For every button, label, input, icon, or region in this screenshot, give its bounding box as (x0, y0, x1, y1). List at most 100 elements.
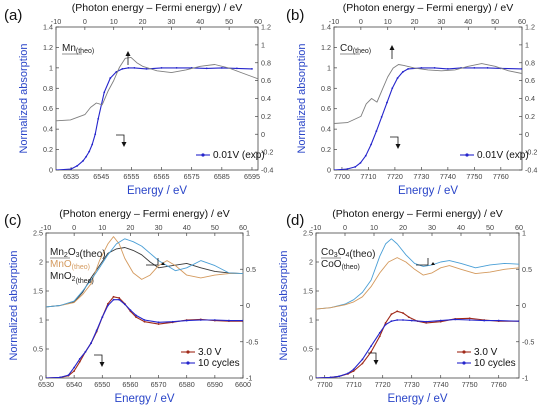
theo-label-part: 3 (334, 252, 338, 259)
left-tick-label: 0.2 (321, 145, 331, 154)
data-point (160, 66, 163, 69)
right-tick-label: 0 (525, 130, 529, 139)
data-point (88, 150, 91, 153)
theo-label-part: MnO (50, 259, 72, 270)
right-tick-label: -0.2 (261, 148, 273, 157)
theo-label-part: 4 (345, 252, 349, 259)
data-point (347, 372, 349, 375)
data-point (73, 370, 76, 372)
bottom-tick-label: 7750 (462, 380, 478, 389)
bottom-tick-label: 7720 (375, 380, 391, 389)
data-point (370, 351, 372, 353)
top-tick-label: 30 (437, 17, 445, 26)
top-tick-label: 0 (83, 17, 87, 26)
bottom-tick-label: 6540 (66, 380, 82, 389)
theo-label-part: (theo) (76, 48, 94, 55)
bottom-tick-label: 6600 (235, 380, 251, 389)
left-tick-label: 1.2 (43, 43, 53, 52)
bottom-tick-label: 7730 (413, 172, 429, 181)
data-point (145, 67, 148, 70)
bottom-tick-label: 7750 (466, 172, 482, 181)
data-point (375, 130, 378, 133)
left-tick-label: 0.6 (43, 104, 53, 113)
top-tick-label: 50 (491, 17, 499, 26)
bottom-tick-label: 6580 (179, 380, 195, 389)
series-group (334, 63, 522, 170)
top-axis-title: (Photon energy – Fermi energy) / eV (332, 208, 502, 220)
left-tick-label: 1.5 (303, 287, 313, 296)
top-tick-label: 20 (399, 223, 407, 232)
x-axis-label: Energy / eV (114, 393, 174, 405)
data-point (473, 66, 476, 69)
theo-label-part: (theo) (342, 264, 360, 271)
data-point (235, 67, 238, 70)
data-point (94, 133, 97, 136)
theo-label-part: Mn (62, 43, 76, 54)
data-point (497, 319, 500, 322)
data-point (199, 319, 202, 321)
data-point (70, 168, 72, 170)
data-point (446, 67, 449, 70)
data-point (56, 169, 57, 170)
series-line (316, 257, 519, 310)
right-tick-label: -0.4 (525, 166, 537, 175)
legend-marker (462, 350, 466, 354)
right-tick-label: 1 (522, 229, 526, 238)
panel-c: (c) (Photon energy – Fermi energy) / eV 65… (4, 208, 258, 405)
top-axis-title: (Photon energy – Fermi energy) / eV (59, 208, 229, 220)
left-tick-label: 0.4 (43, 125, 53, 134)
data-point (425, 320, 428, 323)
theo-label-part: Mn (50, 247, 64, 258)
y-axis-label: Normalized absorption (18, 43, 30, 153)
right-tick-label: 0.6 (525, 76, 535, 85)
theo-label-part: Co (340, 43, 353, 54)
top-tick-label: 40 (464, 17, 472, 26)
data-point (115, 71, 118, 73)
right-tick-label: 0 (522, 301, 526, 310)
series-line (334, 63, 522, 124)
data-point (354, 166, 357, 168)
bottom-tick-label: 6550 (94, 380, 110, 389)
data-point (521, 67, 522, 70)
right-tick-label: 1 (246, 229, 250, 238)
data-point (118, 297, 121, 299)
arrow-shaft (390, 136, 399, 147)
data-point (143, 319, 146, 321)
x-axis-label: Energy / eV (398, 185, 458, 197)
theo-label-part: (theo) (76, 278, 94, 285)
left-tick-label: 2.5 (33, 229, 43, 238)
legend-label: 3.0 V (198, 347, 222, 358)
theo-label: Mn2O3(theo) (50, 247, 106, 260)
bottom-tick-label: 6530 (38, 380, 54, 389)
data-point (468, 319, 471, 321)
data-point (129, 309, 132, 312)
theo-label: Co(theo) (340, 43, 371, 55)
bottom-tick-label: 6535 (63, 172, 79, 181)
bottom-tick-label: 6595 (244, 172, 260, 181)
bottom-tick-label: 7710 (360, 172, 376, 181)
top-tick-label: 30 (155, 223, 163, 232)
theo-label: MnO2(theo) (50, 271, 94, 285)
data-point (123, 303, 126, 306)
theo-label-part: (theo) (72, 264, 90, 271)
data-point (518, 320, 519, 323)
data-point (386, 101, 388, 104)
data-point (135, 316, 137, 318)
left-tick-label: 1 (327, 63, 331, 72)
data-point (101, 316, 104, 318)
top-tick-label: 40 (183, 223, 191, 232)
arrow-shaft (116, 134, 125, 145)
data-point (391, 87, 394, 90)
data-point (133, 66, 136, 69)
theo-label-part: 2 (72, 276, 76, 283)
data-point (112, 298, 115, 301)
data-point (384, 322, 387, 324)
panel-label: (b) (286, 7, 304, 24)
data-point (338, 375, 341, 378)
top-axis-title: (Photon energy – Fermi energy) / eV (72, 2, 242, 14)
data-point (95, 329, 98, 332)
data-point (396, 310, 399, 313)
data-point (407, 316, 410, 318)
right-tick-label: 0.4 (525, 94, 535, 103)
